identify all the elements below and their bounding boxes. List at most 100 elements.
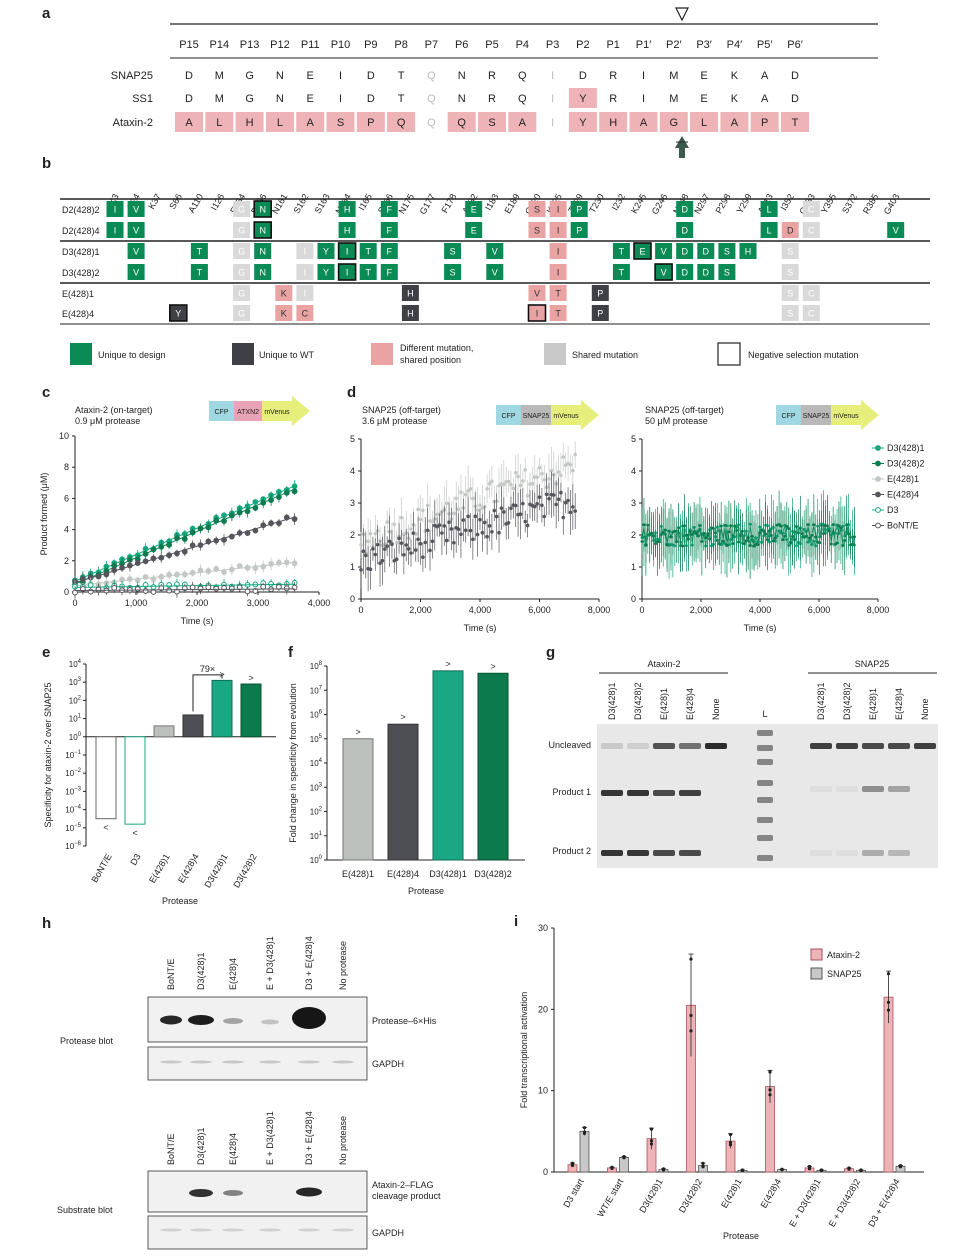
mutation-letter: D [681,247,688,257]
residue-header: Y355 [819,192,838,215]
axis-title: Time (s) [744,623,777,633]
y-axis-title: Product formed (μM) [39,473,49,556]
data-point [421,509,425,513]
residue-letter: I [551,70,554,82]
lane-label: D3(428)2 [842,682,852,720]
replicate-dot [741,1169,744,1172]
tick-label: 3,000 [247,598,270,608]
tick-label: 6,000 [528,605,551,615]
tick-label: 8,000 [588,605,611,615]
tick-label: 10−3 [65,786,81,796]
band-label: Product 2 [552,846,591,856]
data-point [362,549,366,553]
gel-band [705,743,727,749]
data-point [371,547,375,551]
mutation-letter: H [745,247,752,257]
data-point [112,586,117,591]
gel-band [836,850,858,856]
legend-label: D3(428)1 [887,443,925,453]
mutation-letter: D [703,268,710,278]
gel-band [862,786,884,792]
panel-label-f: f [288,644,294,661]
residue-letter: K [731,70,739,82]
tick-label: 6,000 [808,605,831,615]
panel-label-a: a [42,5,51,22]
legend-marker [876,477,881,482]
data-point [478,503,482,507]
residue-header: N297 [692,192,711,216]
mutation-letter: Y [323,247,329,257]
construct-label: mVenus [833,413,859,420]
mutation-letter: V [661,247,667,257]
tick-label: 6 [64,493,69,503]
residue-letter: A [761,93,769,105]
position-label: P4 [516,39,529,51]
bar-qualifier: > [445,659,450,669]
residue-letter: S [337,117,344,129]
data-point [526,494,530,498]
replicate-dot [689,1014,692,1017]
construct-label: SNAP25 [523,413,550,420]
panel-label-c: c [42,384,50,401]
residue-header: I352 [779,192,796,212]
panel-b: K3G24K37S66A110I126E154D156N161S162S163N… [60,192,930,365]
position-label: P6′ [787,39,803,51]
mutation-letter: G [238,205,245,215]
construct-label: CFP [215,409,229,416]
construct-label: mVenus [264,409,290,416]
data-point [488,524,492,528]
residue-letter: T [792,117,799,129]
residue-letter: R [609,70,617,82]
data-point [519,484,523,488]
data-point [269,581,274,586]
position-label: P5 [485,39,498,51]
residue-letter: E [307,93,314,105]
data-point [485,535,489,539]
mutation-letter: F [387,247,393,257]
ladder-band [757,797,773,803]
mutation-letter: S [450,268,456,278]
comparison-label: 79× [200,664,215,674]
residue-letter: A [731,117,739,129]
mutation-letter: I [557,226,560,236]
chart-title: SNAP25 (off-target) [362,405,441,415]
residue-letter: H [609,117,617,129]
data-point [466,515,470,519]
lane-label: E(428)4 [685,688,695,720]
mutation-letter: V [133,226,139,236]
legend-label: Ataxin-2 [827,950,860,960]
data-point [531,482,535,486]
variant-name: D2(428)4 [62,226,100,236]
residue-letter: G [245,93,254,105]
data-point [500,506,504,510]
residue-header: I126 [209,192,226,212]
tick-label: 2 [64,556,69,566]
cleavage-arrow-icon [675,136,689,158]
mutation-letter: H [344,226,351,236]
residue-letter: Q [518,70,527,82]
mutation-letter: T [619,247,625,257]
mutation-letter: S [787,289,793,299]
blot-band [259,1061,281,1064]
mutation-letter: G [238,289,245,299]
residue-header: I183 [483,192,500,212]
mutation-letter: S [724,247,730,257]
tick-label: 10−5 [65,823,81,833]
data-point [96,587,101,592]
residue-letter: R [488,70,496,82]
blot-band [296,1188,322,1197]
category-label: E(428)1 [342,869,374,879]
tick-label: 30 [538,923,548,933]
lane-label: E + D3(428)1 [265,936,275,990]
data-point [569,463,573,467]
tick-label: 102 [310,807,323,817]
category-label: D3 + E(428)4 [866,1177,902,1229]
gel-band [679,743,701,749]
residue-letter: H [246,117,254,129]
tick-label: 10−1 [65,750,81,760]
data-point [447,520,451,524]
residue-header: E189 [502,192,521,215]
data-point [416,538,420,542]
